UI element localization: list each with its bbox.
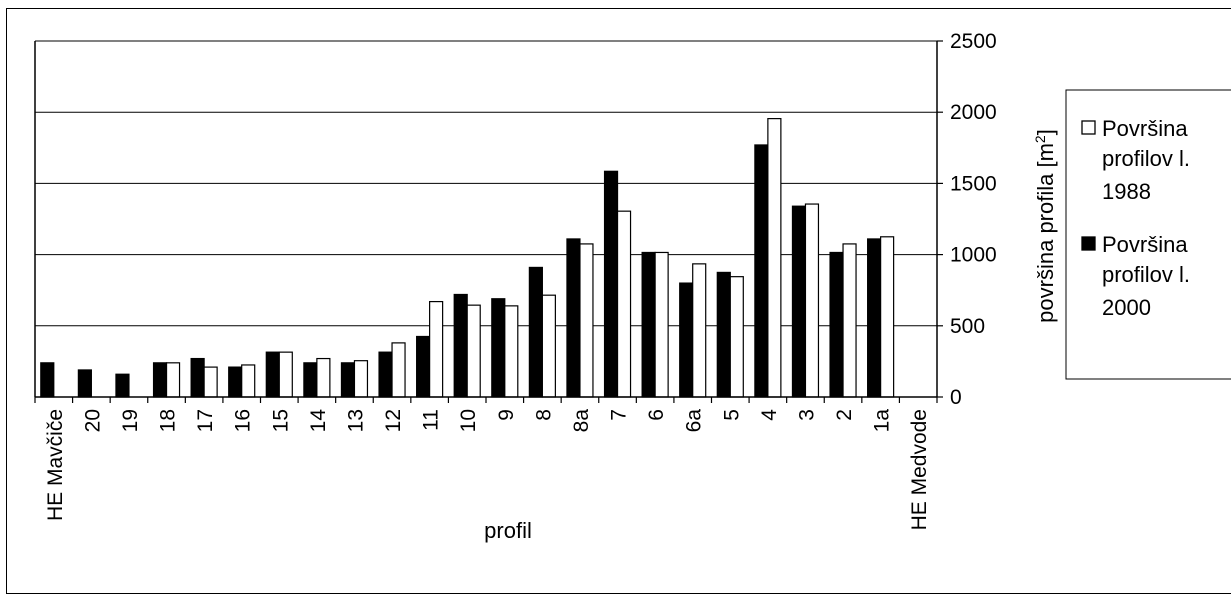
bar-2000-6 xyxy=(641,251,656,398)
bar-1988-15 xyxy=(278,351,293,398)
bar-2000-8 xyxy=(528,266,543,398)
y-axis-label-end: ] xyxy=(1033,129,1058,135)
bar-2000-he-mavčiče xyxy=(40,362,55,398)
bar-1988-2 xyxy=(842,243,857,398)
legend-label-2000-line1: Površina xyxy=(1102,232,1188,257)
legend-box xyxy=(1065,89,1231,380)
bar-2000-8a xyxy=(566,238,581,398)
x-tick-label-he-medvode: HE Medvode xyxy=(908,409,931,530)
bar-1988-6a xyxy=(692,263,707,398)
bar-1988-13 xyxy=(353,360,369,398)
legend-label-2000-line3: 2000 xyxy=(1102,295,1151,320)
bar-2000-15 xyxy=(265,351,280,398)
bar-1988-17 xyxy=(203,366,218,398)
legend-swatch-2000 xyxy=(1081,236,1096,251)
y-tick-label-0: 0 xyxy=(950,386,962,409)
bar-1988-8a xyxy=(579,243,594,398)
bar-2000-16 xyxy=(228,366,243,398)
axes xyxy=(34,40,943,403)
bar-1988-1a xyxy=(880,236,895,398)
legend-label-2000-line2: profilov l. xyxy=(1102,262,1190,287)
x-tick-label-17: 17 xyxy=(194,409,217,432)
bar-1988-3 xyxy=(804,203,820,398)
bars xyxy=(40,118,895,398)
y-tick-label-1000: 1000 xyxy=(950,244,997,267)
legend-label-1988-line1: Površina xyxy=(1102,116,1188,141)
bar-2000-10 xyxy=(453,293,468,398)
x-tick-label-7: 7 xyxy=(608,409,631,421)
bar-2000-3 xyxy=(791,205,807,398)
x-tick-label-18: 18 xyxy=(157,409,180,432)
bar-2000-2 xyxy=(829,251,844,398)
x-tick-label-10: 10 xyxy=(457,409,480,432)
x-tick-label-he-mavčiče: HE Mavčiče xyxy=(44,409,67,521)
legend-item-1988: Površina profilov l. 1988 xyxy=(1081,116,1190,204)
bar-2000-9 xyxy=(491,298,506,398)
bar-1988-14 xyxy=(316,357,331,398)
y-tick-label-2500: 2500 xyxy=(950,30,997,53)
legend: Površina profilov l. 1988 Površina profi… xyxy=(1065,89,1231,380)
x-tick-label-12: 12 xyxy=(382,409,405,432)
bar-2000-5 xyxy=(716,271,731,398)
bar-2000-17 xyxy=(190,357,205,398)
x-tick-label-8: 8 xyxy=(532,409,555,421)
bar-1988-12 xyxy=(391,342,406,398)
chart-frame xyxy=(6,8,1231,594)
bar-1988-9 xyxy=(504,305,519,398)
bar-1988-10 xyxy=(466,304,481,398)
x-tick-label-3: 3 xyxy=(795,409,818,421)
bar-2000-19 xyxy=(115,373,130,398)
x-tick-label-19: 19 xyxy=(119,409,142,432)
legend-label-1988-line2: profilov l. xyxy=(1102,146,1190,171)
bar-1988-18 xyxy=(165,362,181,398)
bar-1988-6 xyxy=(654,251,669,398)
y-axis-label-sup: 2 xyxy=(1032,135,1048,143)
bar-2000-12 xyxy=(378,351,393,398)
bar-1988-7 xyxy=(616,210,632,398)
x-tick-label-11: 11 xyxy=(420,409,443,431)
y-tick-labels: 0 500 1000 1500 2000 2500 xyxy=(950,30,997,409)
bar-2000-1a xyxy=(867,238,882,398)
y-axis-label-main: površina profila [m xyxy=(1033,143,1058,323)
x-tick-label-4: 4 xyxy=(758,409,781,421)
bar-2000-20 xyxy=(77,369,92,398)
x-tick-label-16: 16 xyxy=(232,409,255,432)
bar-2000-18 xyxy=(152,362,168,398)
bar-1988-16 xyxy=(241,364,256,398)
x-tick-label-13: 13 xyxy=(344,409,367,432)
x-tick-label-5: 5 xyxy=(720,409,743,421)
x-tick-label-9: 9 xyxy=(495,409,518,421)
x-tick-label-2: 2 xyxy=(833,409,856,421)
bar-1988-11 xyxy=(429,300,444,398)
x-axis-label: profil xyxy=(484,518,532,543)
bar-1988-5 xyxy=(729,276,744,398)
bar-2000-7 xyxy=(603,170,619,398)
x-tick-label-6a: 6a xyxy=(683,409,706,433)
bar-1988-8 xyxy=(541,294,556,398)
y-tick-label-500: 500 xyxy=(950,315,985,338)
x-tick-label-1a: 1a xyxy=(871,409,894,433)
x-tick-label-14: 14 xyxy=(307,409,330,433)
y-axis-label: površina profila [m2] xyxy=(1032,129,1058,323)
bar-2000-13 xyxy=(340,362,356,398)
legend-label-1988-line3: 1988 xyxy=(1102,179,1151,204)
x-tick-label-6: 6 xyxy=(645,409,668,421)
bar-1988-4 xyxy=(767,118,782,398)
x-tick-label-8a: 8a xyxy=(570,409,593,433)
bar-2000-11 xyxy=(416,335,431,398)
x-tick-label-20: 20 xyxy=(81,409,104,432)
y-tick-label-2000: 2000 xyxy=(950,101,997,124)
legend-item-2000: Površina profilov l. 2000 xyxy=(1081,232,1190,320)
bar-2000-6a xyxy=(679,282,694,398)
x-tick-labels: HE Mavčiče 20 19 18 17 16 15 14 13 12 11 10 9 8 8a 7 6 6a… xyxy=(44,409,931,531)
y-tick-label-1500: 1500 xyxy=(950,172,997,195)
bar-2000-4 xyxy=(754,144,769,398)
bar-2000-14 xyxy=(303,362,318,398)
x-tick-label-15: 15 xyxy=(269,409,292,432)
legend-swatch-1988 xyxy=(1081,120,1096,135)
